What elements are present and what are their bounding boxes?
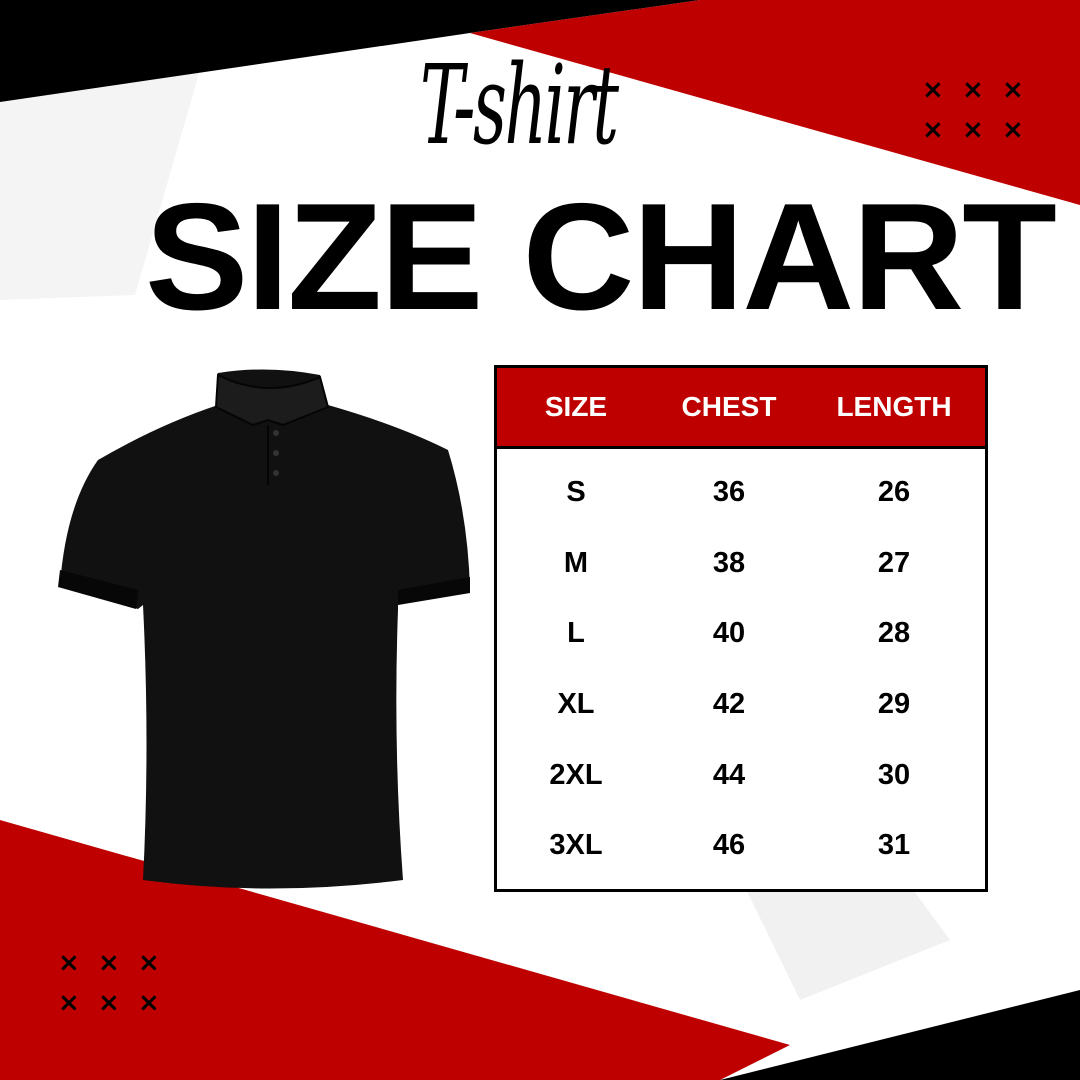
cell-chest: 40: [712, 617, 746, 650]
table-row: 3XL 46 31: [497, 810, 985, 881]
x-mark: ×: [138, 988, 160, 1018]
black-top-shape: [0, 0, 700, 102]
light-gray-stripe: [0, 70, 200, 300]
x-mark: ×: [138, 948, 160, 978]
red-top-shape: [470, 0, 1080, 205]
cell-size: XL: [557, 687, 595, 720]
x-pattern-bottom-left: × × × × × ×: [58, 948, 178, 1018]
script-subtitle: T-shirt: [420, 41, 619, 169]
cell-chest: 42: [712, 687, 746, 720]
table-row: S 36 26: [497, 457, 985, 528]
x-mark: ×: [58, 988, 80, 1018]
x-mark: ×: [58, 948, 80, 978]
x-mark: ×: [1002, 75, 1024, 105]
cell-length: 31: [877, 829, 911, 862]
cell-length: 29: [877, 687, 911, 720]
table-row: XL 42 29: [497, 669, 985, 740]
x-mark: ×: [962, 115, 984, 145]
cell-length: 27: [877, 546, 911, 579]
table-row: M 38 27: [497, 528, 985, 599]
x-mark: ×: [922, 75, 944, 105]
x-mark: ×: [1002, 115, 1024, 145]
cell-size: S: [566, 475, 586, 508]
table-header: SIZE CHEST LENGTH: [497, 368, 985, 449]
cell-chest: 36: [712, 475, 746, 508]
cell-chest: 44: [712, 758, 746, 791]
cell-size: 3XL: [549, 829, 603, 862]
cell-length: 28: [877, 617, 911, 650]
header-length: LENGTH: [836, 391, 952, 422]
x-mark: ×: [98, 948, 120, 978]
x-pattern-top-right: × × × × × ×: [922, 75, 1042, 145]
x-mark: ×: [922, 115, 944, 145]
cell-size: L: [567, 617, 585, 650]
cell-chest: 46: [712, 829, 746, 862]
cell-length: 30: [877, 758, 911, 791]
page-title: SIZE CHART: [145, 172, 1057, 342]
table-row: L 40 28: [497, 598, 985, 669]
cell-chest: 38: [712, 546, 746, 579]
cell-size: M: [563, 546, 589, 579]
x-mark: ×: [98, 988, 120, 1018]
header-chest: CHEST: [681, 391, 777, 422]
x-mark: ×: [962, 75, 984, 105]
table-row: 2XL 44 30: [497, 740, 985, 811]
cell-length: 26: [877, 475, 911, 508]
black-bottom-shape: [720, 990, 1080, 1080]
header-size: SIZE: [544, 391, 608, 422]
cell-size: 2XL: [549, 758, 603, 791]
size-table: SIZE CHEST LENGTH S 36 26 M 38 27 L 40 28 XL 42…: [494, 365, 988, 892]
polo-shirt-image: [58, 369, 470, 889]
